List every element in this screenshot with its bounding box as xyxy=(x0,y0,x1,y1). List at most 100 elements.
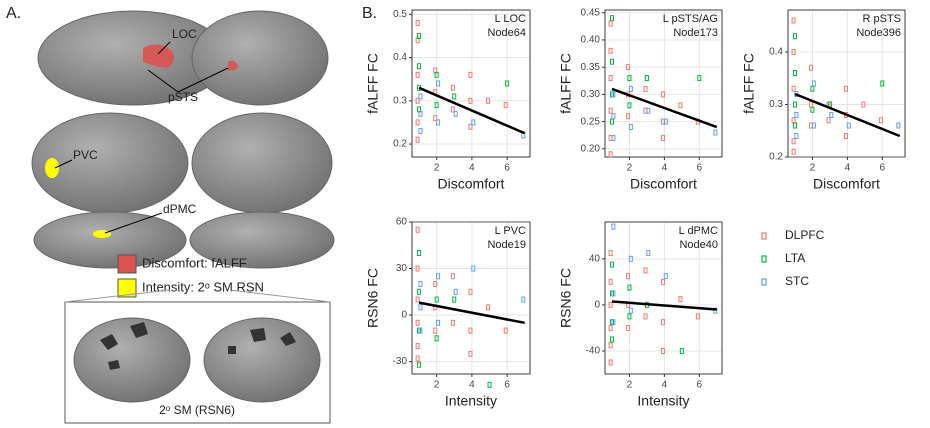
point xyxy=(646,107,651,114)
point xyxy=(434,71,439,78)
y-tick-label: 0.25 xyxy=(581,116,601,127)
point xyxy=(697,75,702,82)
plot-border xyxy=(604,9,723,158)
point xyxy=(505,80,510,87)
y-tick-label: 0.3 xyxy=(769,99,783,110)
point xyxy=(609,261,614,268)
point xyxy=(611,319,616,326)
brain-views xyxy=(31,10,335,269)
point xyxy=(611,113,616,120)
plot-area xyxy=(787,9,906,158)
point xyxy=(794,133,799,139)
point xyxy=(791,17,796,24)
chart: -40 0 40 2 4 6 L dPMC Node40 Intensity RSN6 FC xyxy=(558,221,723,409)
point xyxy=(434,335,439,342)
point xyxy=(611,223,616,230)
point xyxy=(417,32,422,39)
x-tick-label: 2 xyxy=(434,163,440,174)
point xyxy=(791,85,796,92)
point xyxy=(418,327,423,334)
point xyxy=(660,278,665,285)
legend-swatch xyxy=(761,278,767,286)
point xyxy=(792,70,797,76)
point xyxy=(433,327,438,334)
point xyxy=(695,313,700,320)
point xyxy=(450,84,455,91)
point xyxy=(471,265,476,272)
point xyxy=(791,148,796,155)
x-tick-label: 6 xyxy=(697,163,703,174)
x-tick-label: 4 xyxy=(662,380,668,391)
trend-line xyxy=(418,301,525,325)
y-axis-label: fALFF FC xyxy=(365,53,381,114)
point xyxy=(468,97,473,104)
point xyxy=(843,133,848,139)
point xyxy=(809,64,814,71)
region-label: dPMC xyxy=(163,202,197,216)
point xyxy=(503,102,508,109)
y-tick-label: 0.4 xyxy=(393,52,407,63)
annotation: L dPMC xyxy=(679,225,718,237)
point xyxy=(880,80,885,87)
annotation: L PVC xyxy=(495,225,526,237)
x-tick-label: 2 xyxy=(810,163,816,174)
point xyxy=(643,313,648,320)
x-tick-label: 2 xyxy=(627,163,633,174)
x-tick-label: 6 xyxy=(504,380,510,391)
point xyxy=(453,288,458,295)
point xyxy=(417,63,422,70)
point xyxy=(609,58,614,65)
inset-brains xyxy=(73,317,321,403)
y-tick-label: 0 xyxy=(401,310,407,321)
point xyxy=(896,122,901,129)
point xyxy=(415,355,420,362)
chart: 0.20 0.25 0.30 0.35 0.40 0.45 2 4 6 L pSTS/AG Node… xyxy=(558,7,723,192)
point xyxy=(415,119,420,126)
point xyxy=(660,91,665,98)
x-axis-label: Intensity xyxy=(445,393,497,409)
y-tick-label: -40 xyxy=(586,346,601,357)
point xyxy=(415,226,420,233)
point xyxy=(660,319,665,326)
point xyxy=(418,128,423,135)
point xyxy=(861,101,866,108)
x-tick-label: 4 xyxy=(845,163,851,174)
point xyxy=(608,324,613,331)
point xyxy=(415,136,420,143)
x-tick-label: 4 xyxy=(469,163,475,174)
y-tick-label: 0.35 xyxy=(581,62,601,73)
point xyxy=(452,93,457,100)
point xyxy=(811,80,816,87)
y-tick-label: 0.2 xyxy=(393,139,407,150)
point xyxy=(663,273,668,280)
point xyxy=(878,117,883,124)
plot-area xyxy=(411,9,531,158)
point xyxy=(608,151,613,158)
y-tick-label: 0.45 xyxy=(581,7,601,18)
region-label: pSTS xyxy=(168,90,198,104)
point xyxy=(436,273,441,280)
inset-caption: 2ᵒ SM (RSN6) xyxy=(159,403,235,417)
annotation: L LOC xyxy=(495,13,526,25)
point xyxy=(608,75,613,82)
point xyxy=(468,71,473,78)
x-axis-label: Intensity xyxy=(637,393,689,409)
point xyxy=(792,33,797,40)
point xyxy=(415,97,420,104)
legend-swatch xyxy=(117,254,137,274)
point xyxy=(792,101,797,108)
point xyxy=(521,296,526,303)
y-tick-label: 0.3 xyxy=(393,95,407,106)
point xyxy=(678,296,683,303)
point xyxy=(417,288,422,295)
legend-label: Discomfort: fALFF xyxy=(142,255,247,270)
legend-swatch xyxy=(761,232,767,240)
point xyxy=(608,359,613,366)
point xyxy=(791,138,796,145)
point xyxy=(660,134,665,141)
y-tick-label: 0.4 xyxy=(769,47,783,58)
point xyxy=(468,327,473,334)
point xyxy=(810,106,815,113)
point xyxy=(628,255,633,262)
